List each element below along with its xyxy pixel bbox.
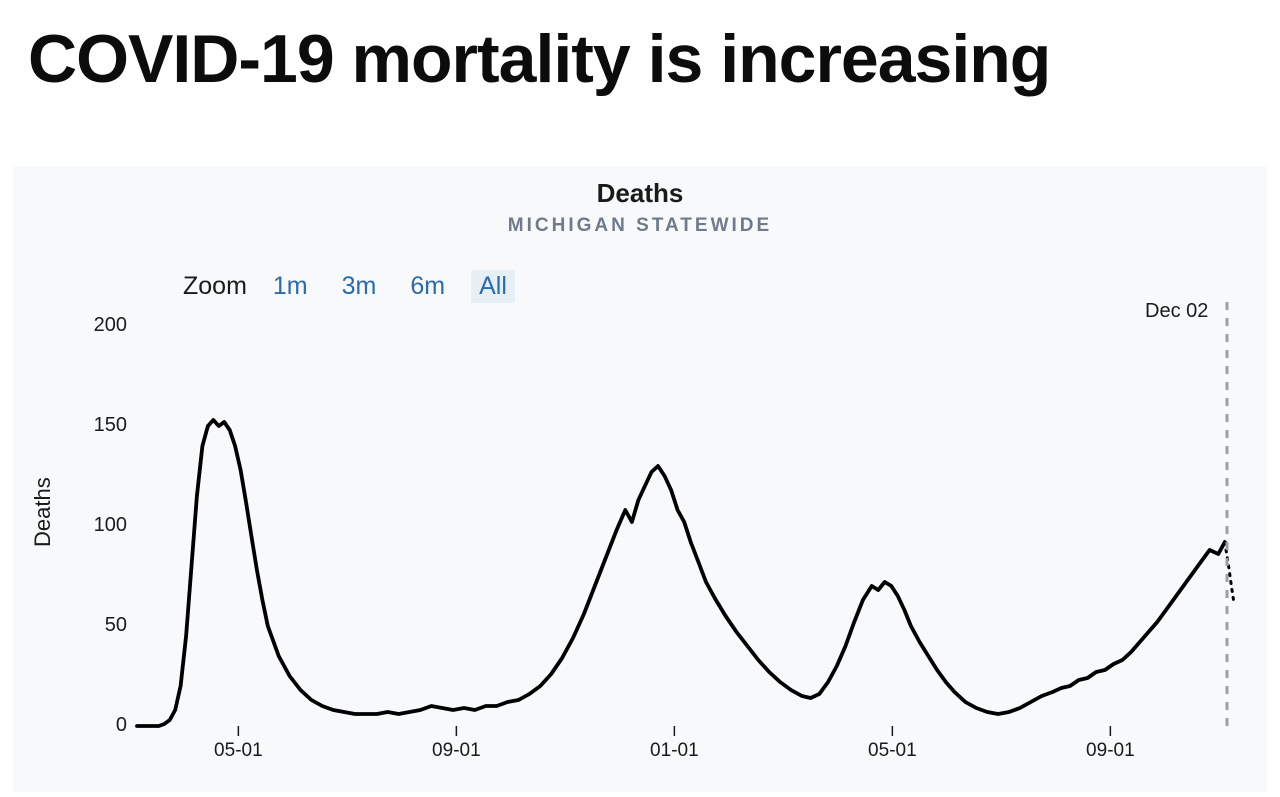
y-tick-label: 50: [67, 614, 127, 637]
y-tick-label: 150: [67, 414, 127, 437]
chart-card: Deaths MICHIGAN STATEWIDE Zoom 1m 3m 6m …: [13, 166, 1267, 792]
x-tick-label: 09-01: [1086, 740, 1135, 762]
y-tick-label: 100: [67, 514, 127, 537]
page: COVID-19 mortality is increasing Deaths …: [0, 0, 1280, 792]
y-tick-label: 200: [67, 314, 127, 337]
x-tick-label: 09-01: [432, 740, 481, 762]
plot-area: Deaths 0 50 100 150 200 05-01 09-01 01-01 05-01…: [13, 296, 1267, 792]
y-axis-label: Deaths: [30, 487, 56, 547]
y-tick-label: 0: [67, 714, 127, 737]
marker-label: Dec 02: [1145, 300, 1208, 323]
page-headline: COVID-19 mortality is increasing: [0, 0, 1280, 106]
x-tick-label: 05-01: [214, 740, 263, 762]
data-line: [137, 420, 1225, 726]
x-tick-label: 05-01: [868, 740, 917, 762]
chart-svg: [13, 296, 1267, 792]
x-tick-label: 01-01: [650, 740, 699, 762]
chart-subtitle: MICHIGAN STATEWIDE: [13, 215, 1267, 237]
chart-title: Deaths: [13, 166, 1267, 209]
